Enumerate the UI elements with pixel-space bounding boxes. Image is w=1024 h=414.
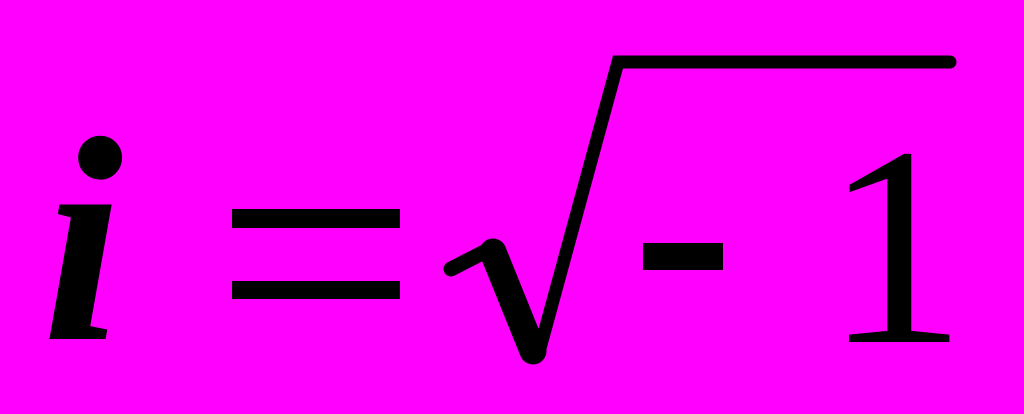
- minus-bar: [643, 243, 723, 270]
- equals-bottom-bar: [232, 281, 400, 299]
- minus-sign: -: [643, 243, 723, 270]
- equals-top-bar: [232, 209, 400, 228]
- radicand-digit: 1: [824, 88, 967, 404]
- imaginary-unit-symbol: i: [42, 79, 124, 403]
- equals-sign: =: [232, 209, 400, 299]
- radical-thick-down-stroke: [479, 238, 547, 365]
- radical-diagonal-and-vinculum: [532, 55, 957, 359]
- radical-sign: √: [443, 55, 957, 365]
